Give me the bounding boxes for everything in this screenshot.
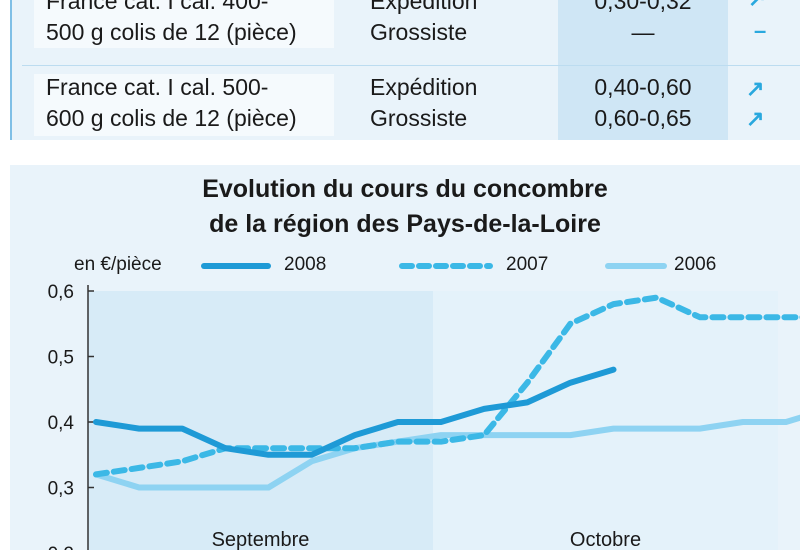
legend-label-2008: 2008 — [284, 254, 327, 275]
y-tick-label: 0,5 — [48, 348, 74, 369]
y-tick-label: 0,4 — [48, 413, 75, 434]
product-cell: France cat. I cal. 500- 600 g colis de 1… — [46, 74, 297, 131]
market-cell: Expédition Grossiste — [370, 0, 478, 45]
chart-panel: Evolution du cours du concombre de la ré… — [10, 165, 800, 550]
chart-title: Evolution du cours du concombre — [202, 175, 608, 203]
legend-label-2007: 2007 — [506, 254, 549, 275]
row-divider — [22, 65, 800, 66]
chart-subtitle: de la région des Pays-de-la-Loire — [209, 210, 601, 238]
trend-up-icon: ↗ — [746, 106, 765, 131]
product-band — [34, 0, 334, 48]
trend-flat-icon: – — [754, 18, 767, 43]
product-cell: France cat. I cal. 400- 500 g colis de 1… — [46, 0, 297, 45]
table-row: France cat. I cal. 400- 500 g colis de 1… — [10, 0, 800, 48]
price-cell: 0,30-0,32 — — [594, 0, 692, 45]
month-band-october — [433, 291, 778, 550]
table-row: France cat. I cal. 500- 600 g colis de 1… — [10, 72, 800, 136]
y-tick-label: 0,2 — [48, 544, 74, 550]
month-band-september — [88, 291, 433, 550]
series-line-2006 — [93, 414, 800, 491]
month-label: Septembre — [212, 529, 310, 550]
trend-up-icon: ↗ — [746, 76, 765, 101]
series-line-2008 — [93, 366, 617, 458]
y-tick-label: 0,3 — [48, 479, 74, 500]
month-label: Octobre — [570, 529, 641, 550]
y-unit-label: en €/pièce — [74, 254, 162, 275]
line-chart: 0,2 0,3 0,4 0,5 0,6 Septembre Octobre — [48, 263, 800, 550]
trend-up-icon: ↗ — [748, 0, 766, 12]
price-cell: 0,40-0,60 0,60-0,65 — [594, 74, 692, 131]
product-band — [34, 74, 334, 136]
legend-label-2006: 2006 — [674, 254, 717, 275]
price-column-band — [558, 0, 728, 140]
price-table: France cat. I cal. 400- 500 g colis de 1… — [10, 0, 800, 140]
table-left-rule — [10, 0, 12, 140]
market-cell: Expédition Grossiste — [370, 74, 478, 131]
y-tick-label: 0,6 — [48, 282, 74, 303]
